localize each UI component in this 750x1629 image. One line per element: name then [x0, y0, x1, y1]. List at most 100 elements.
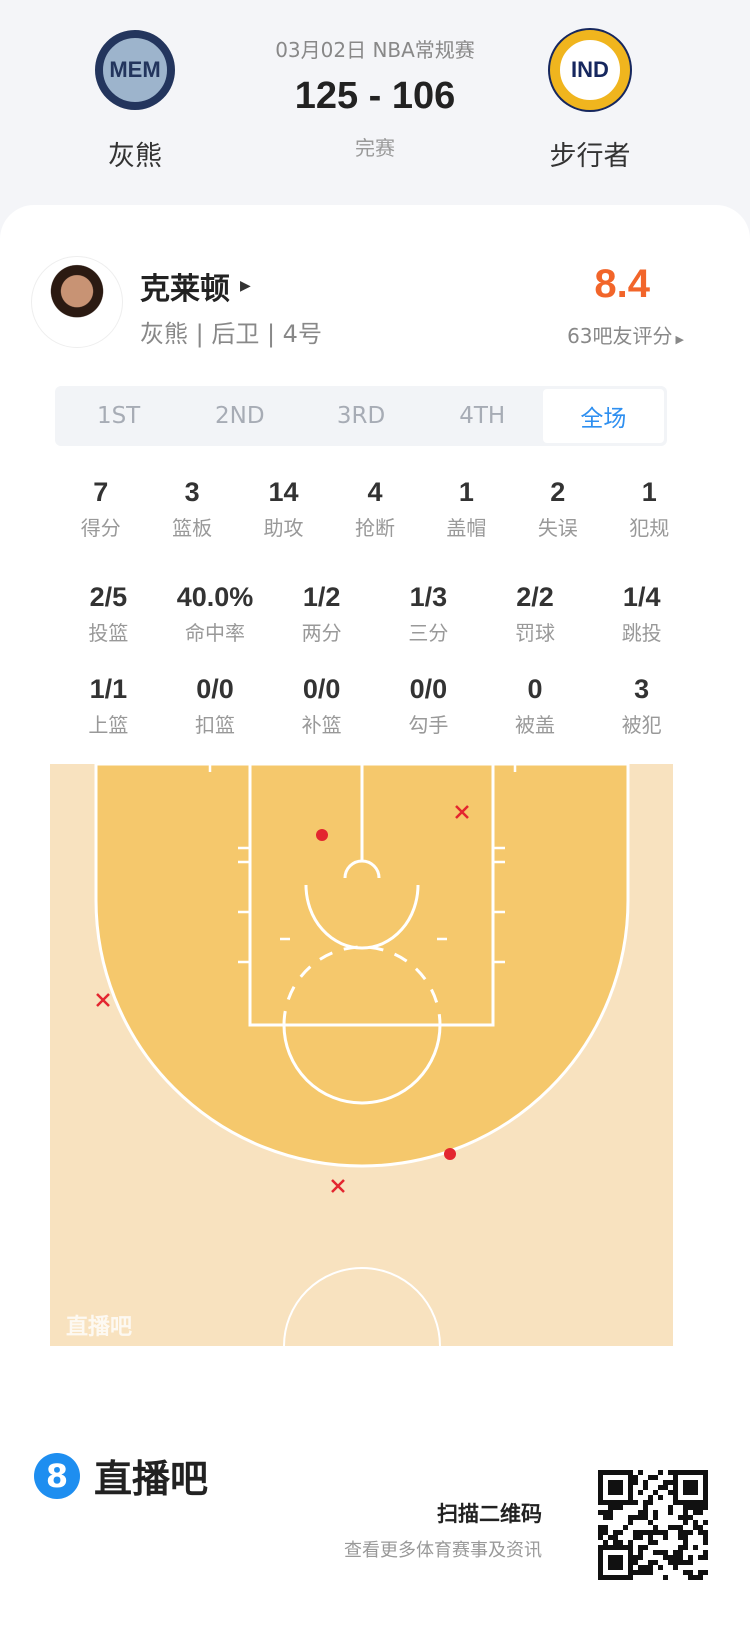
- tab-full-game[interactable]: 全场: [542, 389, 665, 443]
- qr-code[interactable]: [598, 1470, 708, 1580]
- stat-item: 3 被犯: [588, 674, 695, 738]
- stat-item: 3 篮板: [146, 477, 237, 541]
- stat-item: 0/0 扣篮: [162, 674, 269, 738]
- stat-item: 4 抢断: [329, 477, 420, 541]
- stat-value: 1/3: [409, 582, 448, 612]
- tab-1st[interactable]: 1ST: [96, 403, 141, 429]
- stat-label: 助攻: [263, 516, 304, 540]
- rating-count-link[interactable]: 63吧友评分 ▶: [567, 320, 684, 349]
- restricted-area: [304, 884, 420, 950]
- stat-item: 1 犯规: [604, 477, 695, 541]
- free-throw-circle-top: [282, 945, 442, 1026]
- home-team-logo: MEM: [95, 30, 175, 110]
- stat-value: 2/2: [516, 582, 554, 612]
- shot-missed-marker: [455, 805, 469, 819]
- stat-value: 2: [550, 477, 566, 507]
- stat-label: 罚球: [515, 621, 556, 645]
- stat-value: 1: [641, 477, 657, 507]
- stat-label: 命中率: [185, 621, 245, 645]
- stat-item: 0/0 勾手: [375, 674, 482, 738]
- stat-item: 2 失误: [512, 477, 603, 541]
- scan-qr-title: 扫描二维码: [437, 1502, 542, 1526]
- tab-3rd[interactable]: 3RD: [336, 403, 386, 429]
- stat-label: 犯规: [629, 516, 670, 540]
- away-team-name: 步行者: [549, 141, 631, 172]
- caret-right-icon: ▶: [240, 278, 251, 294]
- home-team-name: 灰熊: [108, 141, 162, 172]
- stats-main: 7 得分 3 篮板 14 助攻 4 抢断 1 盖帽 2 失误 1 犯规: [55, 477, 695, 541]
- stat-label: 两分: [301, 621, 342, 645]
- stat-value: 0/0: [196, 674, 234, 704]
- player-name: 克莱顿: [140, 272, 230, 307]
- stat-value: 0/0: [409, 674, 448, 704]
- caret-right-icon: ▶: [675, 333, 684, 346]
- brand-logo-icon: 8: [34, 1452, 80, 1499]
- stat-label: 投篮: [88, 621, 129, 645]
- rim: [343, 859, 381, 879]
- home-team[interactable]: MEM 灰熊: [55, 30, 215, 173]
- away-team-logo: IND: [550, 30, 630, 110]
- stat-item: 1/1 上篮: [55, 674, 162, 738]
- stat-item: 40.0% 命中率: [162, 582, 269, 646]
- hash-marks: [208, 764, 517, 964]
- shot-missed-marker: [331, 1179, 345, 1193]
- player-avatar[interactable]: [31, 256, 123, 348]
- stat-label: 补篮: [301, 713, 342, 737]
- stat-value: 1: [458, 477, 474, 507]
- away-team[interactable]: IND 步行者: [510, 30, 670, 173]
- stat-label: 失误: [537, 516, 578, 540]
- match-date-league: 03月02日 NBA常规赛: [275, 38, 475, 62]
- stat-value: 4: [367, 477, 383, 507]
- stat-value: 3: [184, 477, 200, 507]
- center-circle: [283, 1267, 441, 1346]
- three-point-line: [94, 764, 630, 1168]
- stat-item: 1 盖帽: [421, 477, 512, 541]
- tab-2nd[interactable]: 2ND: [215, 403, 265, 429]
- stat-value: 0: [527, 674, 543, 704]
- stat-value: 1/1: [89, 674, 128, 704]
- shot-made-marker: [444, 1148, 456, 1160]
- stat-label: 被盖: [515, 713, 556, 737]
- stat-label: 被犯: [621, 713, 662, 737]
- stats-shooting: 2/5 投篮 40.0% 命中率 1/2 两分 1/3 三分 2/2 罚球 1/4 跳投: [55, 582, 695, 646]
- stat-label: 上篮: [88, 713, 129, 737]
- stat-label: 扣篮: [195, 713, 235, 737]
- stat-value: 0/0: [302, 674, 341, 704]
- stat-label: 抢断: [354, 516, 395, 540]
- stat-value: 7: [93, 477, 109, 507]
- shot-missed-marker: [96, 993, 110, 1007]
- free-throw-circle-bottom: [282, 1024, 442, 1105]
- stat-value: 40.0%: [176, 582, 254, 612]
- stat-item: 1/4 跳投: [588, 582, 695, 646]
- stat-label: 三分: [408, 621, 449, 645]
- footer-brand: 8 直播吧: [34, 1448, 208, 1503]
- tab-4th[interactable]: 4TH: [459, 403, 506, 429]
- player-name-link[interactable]: 克莱顿 ▶: [140, 264, 251, 308]
- paint: [248, 764, 495, 1027]
- stat-value: 2/5: [89, 582, 128, 612]
- stat-item: 0 被盖: [482, 674, 589, 738]
- period-tabs: 1ST 2ND 3RD 4TH 全场: [55, 386, 667, 446]
- brand-name: 直播吧: [94, 1457, 209, 1501]
- stat-item: 7 得分: [55, 477, 146, 541]
- player-rating: 8.4: [594, 262, 650, 306]
- court-watermark: 直播吧: [66, 1314, 132, 1340]
- shot-chart: 直播吧: [50, 764, 673, 1346]
- stat-label: 盖帽: [446, 516, 487, 540]
- rating-count: 63吧友评分: [567, 324, 673, 348]
- stat-item: 0/0 补篮: [268, 674, 375, 738]
- shot-made-marker: [316, 829, 328, 841]
- match-status: 完赛: [355, 136, 395, 160]
- scan-qr-subtitle: 查看更多体育赛事及资讯: [344, 1540, 542, 1561]
- stat-item: 2/2 罚球: [482, 582, 589, 646]
- match-score: 125 - 106: [294, 75, 456, 117]
- stat-item: 14 助攻: [238, 477, 329, 541]
- stat-label: 篮板: [172, 516, 213, 540]
- stat-value: 3: [634, 674, 650, 704]
- stat-value: 1/4: [622, 582, 661, 612]
- stat-item: 1/3 三分: [375, 582, 482, 646]
- stat-label: 勾手: [408, 713, 449, 737]
- stats-more: 1/1 上篮 0/0 扣篮 0/0 补篮 0/0 勾手 0 被盖 3 被犯: [55, 674, 695, 738]
- stat-item: 1/2 两分: [268, 582, 375, 646]
- player-info: 灰熊 | 后卫 | 4号: [140, 320, 322, 348]
